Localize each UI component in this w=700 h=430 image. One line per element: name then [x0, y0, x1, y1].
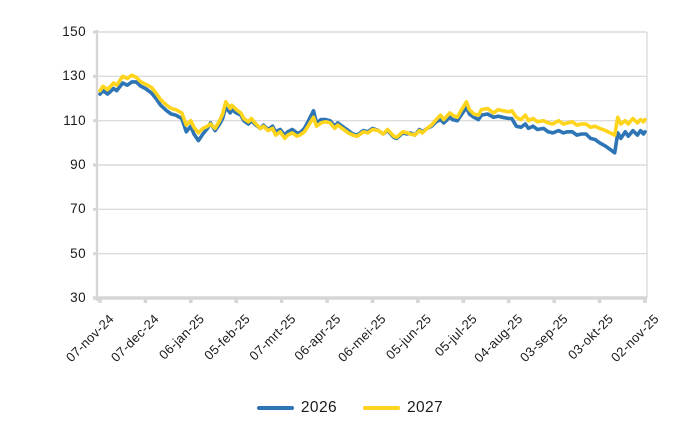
- legend-label-2027: 2027: [407, 399, 444, 416]
- legend-item-2027: 2027: [363, 399, 443, 417]
- y-tick-label: 30: [70, 290, 86, 305]
- legend-label-2026: 2026: [300, 399, 337, 416]
- y-tick-label: 110: [63, 112, 86, 128]
- y-tick-label: 70: [70, 201, 86, 217]
- y-tick-label: 50: [70, 245, 86, 261]
- chart-legend: 2026 2027: [0, 396, 700, 420]
- y-tick-label: 130: [62, 68, 86, 84]
- legend-item-2026: 2026: [256, 399, 337, 417]
- y-tick-label: 150: [62, 24, 86, 39]
- legend-line-marker-2026: [256, 405, 294, 411]
- series-line-2027: [98, 73, 647, 141]
- y-tick-label: 90: [70, 157, 86, 172]
- legend-line-marker-2027: [363, 405, 400, 411]
